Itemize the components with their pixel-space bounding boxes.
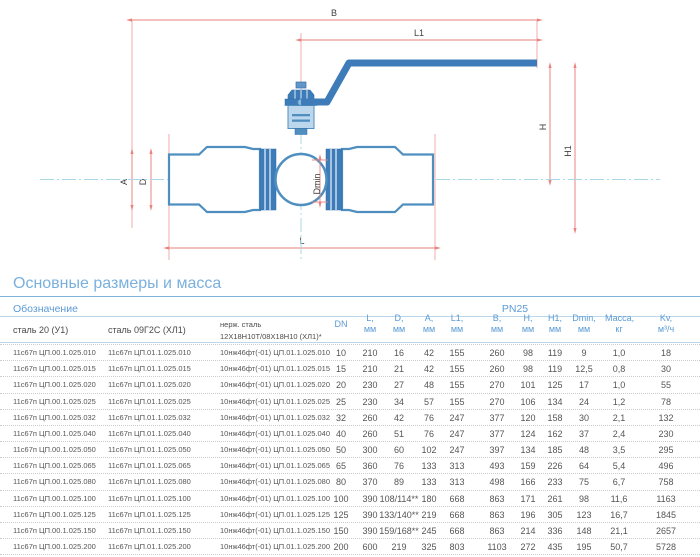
svg-text:B: B bbox=[331, 8, 337, 18]
svg-text:Dmin: Dmin bbox=[312, 173, 322, 194]
svg-text:L1: L1 bbox=[414, 28, 424, 38]
svg-text:H1: H1 bbox=[563, 145, 573, 157]
svg-text:H: H bbox=[538, 124, 548, 131]
svg-text:L: L bbox=[299, 236, 304, 246]
